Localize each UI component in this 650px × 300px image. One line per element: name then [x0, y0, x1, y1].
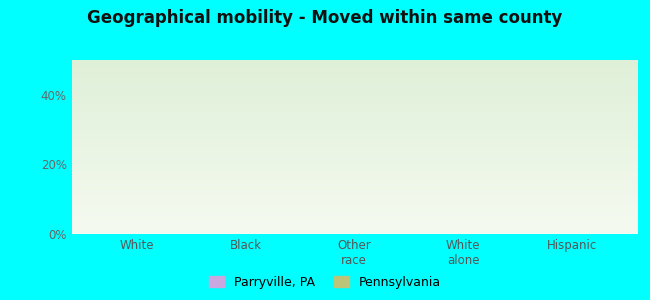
Bar — [136, 213, 172, 234]
Bar — [354, 208, 389, 234]
Bar — [246, 203, 280, 234]
Bar — [428, 185, 463, 234]
Legend: Parryville, PA, Pennsylvania: Parryville, PA, Pennsylvania — [204, 271, 446, 294]
Text: Geographical mobility - Moved within same county: Geographical mobility - Moved within sam… — [87, 9, 563, 27]
Bar — [537, 119, 572, 234]
Bar — [572, 199, 606, 234]
Bar — [463, 213, 498, 234]
Bar — [102, 185, 136, 234]
Text: City-Data.com: City-Data.com — [552, 65, 626, 75]
